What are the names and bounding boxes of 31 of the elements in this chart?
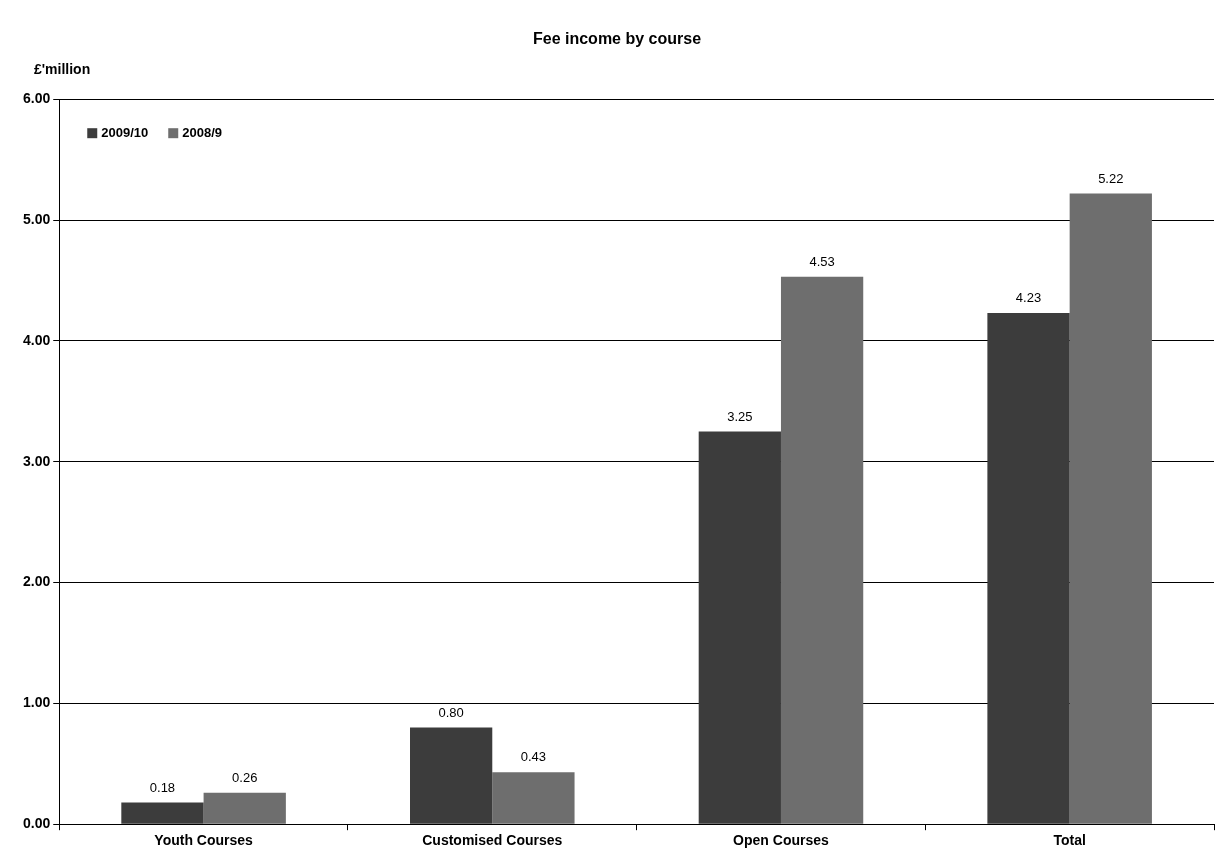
data-label: 0.43 — [520, 749, 547, 765]
data-label: 5.22 — [1098, 170, 1124, 186]
data-label: 0.26 — [232, 769, 258, 785]
data-label: 0.80 — [438, 704, 464, 720]
y-tick-label: 3.00 — [23, 452, 51, 469]
y-tick-label: 4.00 — [23, 331, 51, 348]
y-tick-label: 2.00 — [23, 573, 51, 590]
data-label: 3.25 — [727, 408, 753, 424]
bar — [698, 431, 781, 824]
x-tick-label: Total — [1053, 832, 1086, 849]
bar — [1069, 193, 1152, 824]
bar — [121, 802, 204, 824]
bar — [780, 276, 864, 824]
y-axis-title: £'million — [34, 61, 91, 78]
y-tick-label: 0.00 — [23, 815, 51, 832]
y-tick-label: 1.00 — [23, 694, 51, 711]
legend-label: 2008/9 — [182, 124, 223, 140]
y-tick-label: 6.00 — [23, 90, 51, 107]
bar — [203, 792, 286, 824]
x-tick-label: Open Courses — [733, 832, 830, 849]
bar — [410, 727, 493, 824]
bar — [987, 313, 1070, 824]
x-tick-label: Youth Courses — [154, 832, 254, 849]
data-label: 4.53 — [809, 253, 835, 269]
data-label: 4.23 — [1015, 290, 1042, 306]
bar — [492, 772, 575, 824]
legend-label: 2009/10 — [101, 124, 149, 140]
x-tick-label: Customised Courses — [422, 832, 563, 849]
chart-title: Fee income by course — [532, 30, 702, 48]
data-label: 0.18 — [149, 779, 176, 795]
y-tick-label: 5.00 — [23, 210, 51, 227]
